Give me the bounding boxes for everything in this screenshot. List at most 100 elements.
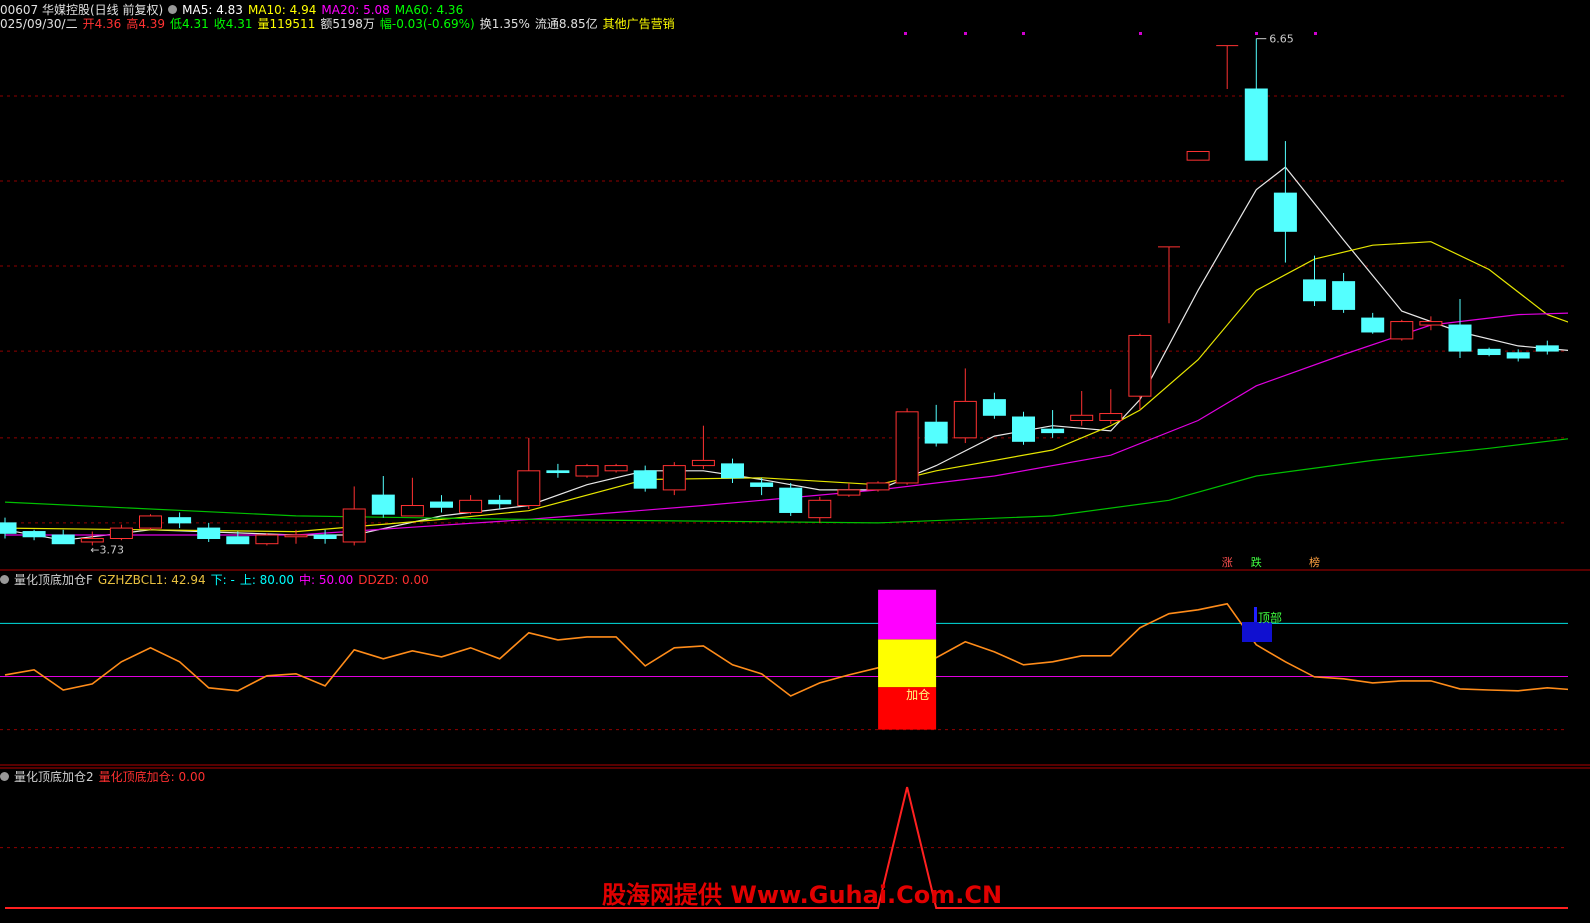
- watermark: 股海网提供 Www.Guhai.Com.CN: [602, 881, 1002, 909]
- candle-body: [779, 487, 803, 513]
- candle-body: [400, 505, 424, 517]
- candle-body: [51, 534, 75, 545]
- marker: 涨: [1222, 556, 1233, 569]
- candle-body: [1332, 281, 1356, 310]
- label: 量119511: [257, 17, 316, 31]
- candle-body: [430, 501, 453, 508]
- candle-body: [633, 470, 657, 489]
- candle-body: [546, 470, 570, 474]
- candle-body: [1244, 88, 1268, 161]
- line: [4, 241, 1568, 533]
- min-label: ←3.73: [90, 543, 124, 556]
- candle-body: [517, 470, 541, 507]
- top-label: 顶部: [1258, 610, 1282, 625]
- stack-segment: [878, 639, 937, 688]
- label: 量化顶底加仓2: [14, 770, 94, 784]
- label: 下: -: [210, 573, 235, 587]
- candle-body: [1390, 321, 1414, 340]
- label: MA5: 4.83: [182, 2, 243, 17]
- icon: [168, 5, 178, 14]
- panel-title: 量化顶底加仓F GZHZBCL1: 42.94 下: - 上: 80.00 中: 50.…: [0, 571, 429, 588]
- label: MA20: 5.08: [321, 2, 390, 17]
- stack-label: 加仓: [906, 688, 930, 702]
- candle-body: [808, 499, 832, 519]
- candle-body: [342, 508, 366, 543]
- candle-body: [1273, 192, 1297, 232]
- candle-body: [604, 465, 628, 472]
- label: MA10: 4.94: [247, 2, 317, 17]
- candle-body: [953, 400, 977, 439]
- candle-body: [691, 459, 715, 467]
- candle-body: [1535, 345, 1559, 352]
- top-icon: [1242, 622, 1272, 642]
- stack-segment: [878, 687, 937, 730]
- candle-body: [1099, 413, 1123, 421]
- top-icon: [1254, 607, 1257, 623]
- candle-body: [226, 536, 250, 545]
- candle-body: [662, 465, 686, 491]
- candle-body: [1477, 348, 1501, 356]
- candle-body: [1012, 416, 1035, 442]
- marker: 跌: [1251, 555, 1262, 569]
- line: [4, 438, 1568, 524]
- icon: [0, 575, 9, 584]
- label: 上: 80.00: [239, 573, 295, 587]
- candle-body: [1186, 150, 1210, 161]
- candle-body: [1070, 414, 1094, 421]
- candle-body: [924, 421, 948, 444]
- line: [5, 786, 1568, 909]
- candle-body: [750, 482, 774, 487]
- candle-body: [866, 482, 890, 491]
- candle-body: [109, 527, 133, 539]
- header-line: 00607 华媒控股(日线 前复权) MA5: 4.83 MA10: 4.94 MA2…: [0, 1, 463, 18]
- candle-body: [168, 517, 192, 524]
- label: 中: 50.00: [299, 573, 354, 587]
- top-dots: [904, 32, 1317, 35]
- label: 流通8.85亿: [534, 17, 598, 31]
- candle-body: [1128, 334, 1152, 397]
- candle-body: [313, 534, 337, 539]
- candle-body: [1448, 324, 1472, 352]
- candle-body: [1303, 279, 1326, 302]
- stack-segment: [878, 589, 937, 640]
- panel-title: 量化顶底加仓2 量化顶底加仓: 0.00: [0, 768, 205, 785]
- label: 量化顶底加仓: 0.00: [98, 770, 206, 784]
- candle-body: [1419, 321, 1443, 326]
- candle-body: [0, 522, 17, 534]
- candle-body: [575, 465, 599, 477]
- label: 幅-0.03(-0.69%): [379, 17, 475, 31]
- candle-body: [488, 499, 512, 505]
- label: 量化顶底加仓F: [14, 573, 93, 587]
- marker: 榜: [1309, 555, 1320, 569]
- candle-body: [459, 499, 483, 513]
- label: 高4.39: [126, 17, 166, 31]
- plot: 6.65 ←3.73 涨 跌 榜加仓: [0, 33, 1568, 909]
- candle-body: [139, 515, 162, 529]
- header-line: 025/09/30/二 开4.36 高4.39 低4.31 收4.31 量119511 额5…: [0, 15, 675, 32]
- candle-body: [255, 534, 279, 545]
- label: 开4.36: [82, 17, 122, 31]
- candle-body: [1041, 428, 1065, 434]
- candle-body: [80, 537, 104, 543]
- icon: [0, 772, 9, 781]
- candle-body: [982, 399, 1006, 416]
- candle-body: [371, 494, 395, 515]
- label: GZHZBCL1: 42.94: [97, 572, 206, 587]
- label: 收4.31: [213, 17, 253, 31]
- label: MA60: 4.36: [394, 2, 464, 17]
- label: 其他广告营销: [602, 17, 675, 31]
- label: 00607 华媒控股(日线 前复权): [0, 3, 164, 17]
- candle-body: [22, 531, 46, 538]
- candle-body: [284, 534, 308, 538]
- candle-body: [1506, 352, 1530, 359]
- candle-body: [197, 527, 221, 539]
- candle-body: [1361, 317, 1385, 333]
- label: 025/09/30/二: [0, 17, 78, 31]
- label: DDZD: 0.00: [358, 572, 429, 587]
- label: 低4.31: [170, 17, 209, 31]
- label: 额5198万: [320, 17, 375, 31]
- candle-body: [721, 463, 744, 479]
- line: [4, 602, 1568, 697]
